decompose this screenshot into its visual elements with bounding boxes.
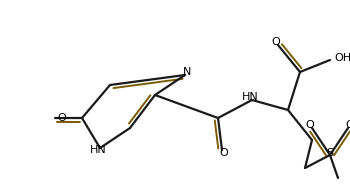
Text: S: S [327, 148, 334, 158]
Text: O: O [220, 148, 228, 158]
Text: O: O [306, 120, 314, 130]
Text: OH: OH [334, 53, 350, 63]
Text: O: O [272, 37, 280, 47]
Text: O: O [346, 120, 350, 130]
Text: HN: HN [90, 145, 106, 155]
Text: HN: HN [241, 92, 258, 102]
Text: O: O [58, 113, 66, 123]
Text: N: N [183, 67, 191, 77]
